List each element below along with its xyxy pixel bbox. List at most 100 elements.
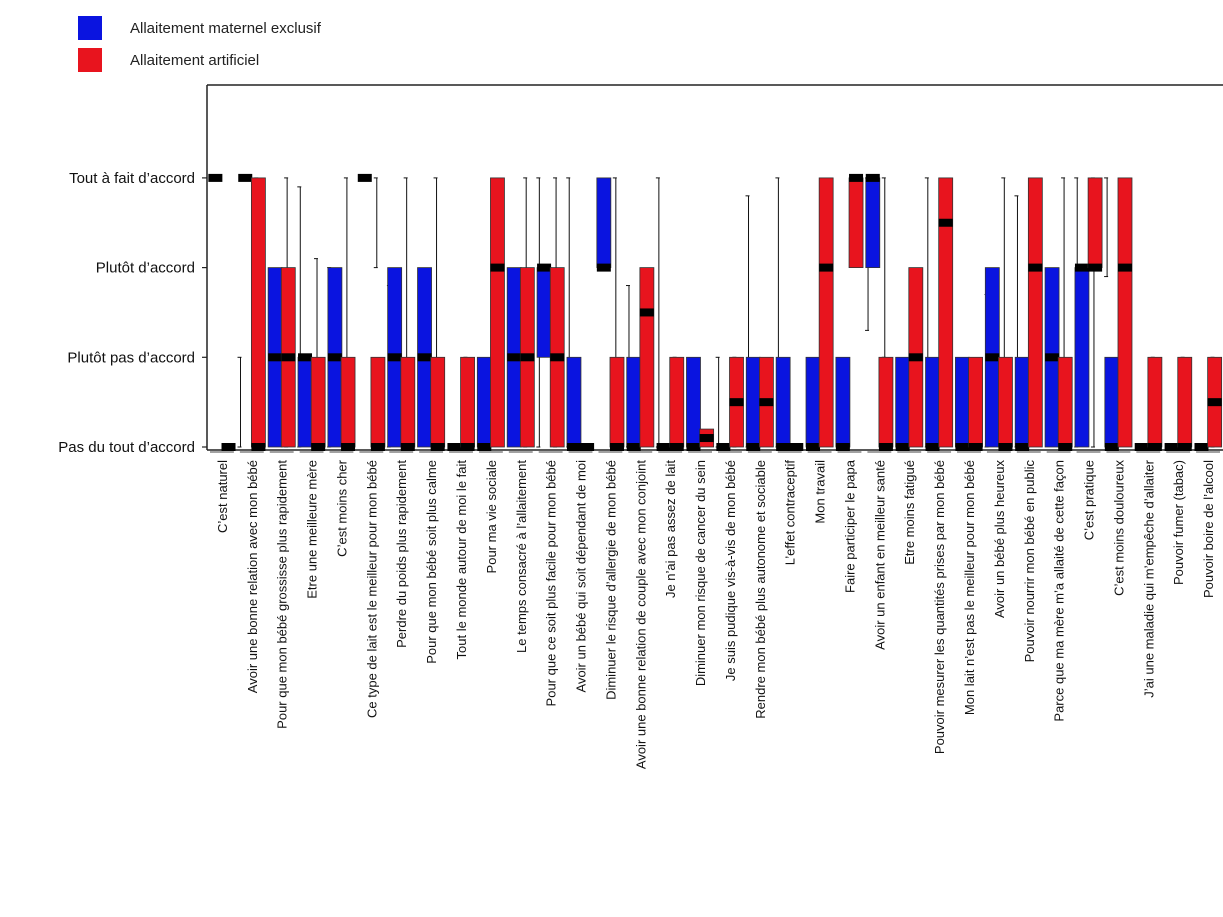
legend: Allaitement maternel exclusif Allaitemen… xyxy=(78,12,321,76)
exclusive-median xyxy=(208,173,223,182)
exclusive-median xyxy=(1045,353,1060,362)
exclusive-box xyxy=(596,177,612,268)
artificial-box xyxy=(1057,356,1073,448)
exclusive-box xyxy=(745,356,761,448)
exclusive-box xyxy=(686,356,701,448)
category-label: Etre une meilleure mère xyxy=(305,460,320,599)
artificial-median xyxy=(938,218,953,227)
artificial-median xyxy=(789,443,804,451)
exclusive-median xyxy=(357,173,372,182)
artificial-box xyxy=(639,267,655,448)
exclusive-box xyxy=(835,356,851,448)
artificial-median xyxy=(878,443,893,451)
artificial-median xyxy=(341,443,356,451)
category-label: Pouvoir nourrir mon bébé en public xyxy=(1022,460,1037,663)
category-label: Parce que ma mère m’a allaité de cette f… xyxy=(1052,460,1067,722)
category-label: Faire participer le papa xyxy=(842,459,857,593)
category-label: Pouvoir boire de l’alcool xyxy=(1201,460,1216,598)
exclusive-median xyxy=(1015,443,1030,451)
artificial-box xyxy=(340,356,356,448)
exclusive-median xyxy=(477,443,492,451)
exclusive-median xyxy=(716,443,731,451)
exclusive-median xyxy=(387,353,402,362)
exclusive-median xyxy=(806,443,821,451)
y-tick-label: Tout à fait d’accord xyxy=(69,170,195,187)
artificial-median xyxy=(968,443,983,451)
exclusive-median xyxy=(746,443,761,451)
artificial-median xyxy=(849,173,864,182)
artificial-box xyxy=(1087,177,1103,268)
category-label: Je suis pudique vis-à-vis de mon bébé xyxy=(723,460,738,681)
category-label: J’ai une maladie qui m’empêche d’allaite… xyxy=(1141,459,1156,697)
y-tick-label: Pas du tout d’accord xyxy=(58,439,195,456)
artificial-box xyxy=(848,177,864,268)
exclusive-box xyxy=(297,356,313,448)
exclusive-median xyxy=(596,263,611,272)
artificial-median xyxy=(251,443,266,451)
artificial-median xyxy=(639,308,654,317)
category-label: C’est moins douloureux xyxy=(1111,460,1126,596)
artificial-box xyxy=(490,177,505,448)
exclusive-box xyxy=(626,356,642,448)
exclusive-box xyxy=(476,356,492,448)
category-label: Ce type de lait est le meilleur pour mon… xyxy=(364,460,379,718)
category-label: Le temps consacré à l’allaitement xyxy=(514,460,529,653)
exclusive-box xyxy=(955,356,970,448)
legend-item-artificial: Allaitement artificiel xyxy=(78,44,321,76)
category-label: Avoir un bébé qui soit dépendant de moi xyxy=(574,460,589,693)
category-label: Mon travail xyxy=(813,460,828,524)
artificial-median xyxy=(370,443,385,451)
exclusive-median xyxy=(626,443,641,451)
artificial-box xyxy=(1147,356,1163,448)
artificial-median xyxy=(1058,443,1073,451)
artificial-box xyxy=(250,177,266,448)
category-label: Je n’ai pas assez de lait xyxy=(663,460,678,598)
artificial-median xyxy=(580,443,595,451)
category-label: Pour que mon bébé soit plus calme xyxy=(424,460,439,664)
category-label: Avoir un bébé plus heureux xyxy=(992,460,1007,619)
category-label: Mon lait n’est pas le meilleur pour mon … xyxy=(962,460,977,715)
artificial-box xyxy=(430,356,446,448)
artificial-median xyxy=(550,353,565,362)
category-label: Perdre du poids plus rapidement xyxy=(394,460,409,648)
artificial-box xyxy=(1027,177,1043,448)
artificial-box xyxy=(1177,356,1193,448)
category-label: C’est moins cher xyxy=(334,459,349,556)
artificial-median xyxy=(520,353,535,362)
artificial-median xyxy=(311,443,326,451)
exclusive-median xyxy=(298,353,313,362)
artificial-median xyxy=(1028,263,1043,272)
y-tick-label: Plutôt d’accord xyxy=(96,260,195,277)
exclusive-median xyxy=(537,263,552,272)
artificial-box xyxy=(669,356,685,448)
exclusive-median xyxy=(238,173,253,182)
exclusive-median xyxy=(895,443,910,451)
exclusive-median xyxy=(507,353,522,362)
exclusive-median xyxy=(327,353,342,362)
exclusive-median xyxy=(1074,263,1089,272)
exclusive-median xyxy=(686,443,701,451)
category-label: C’est pratique xyxy=(1082,460,1097,540)
category-label: L’effet contraceptif xyxy=(783,460,798,566)
artificial-median xyxy=(490,263,505,272)
exclusive-median xyxy=(776,443,791,451)
category-label: Avoir une bonne relation avec mon bébé xyxy=(245,460,260,693)
artificial-median xyxy=(430,443,445,451)
category-label: Tout le monde autour de moi le fait xyxy=(454,460,469,660)
exclusive-median xyxy=(656,443,671,451)
exclusive-median xyxy=(1104,443,1119,451)
category-label: Diminuer le risque d’allergie de mon béb… xyxy=(603,460,618,700)
artificial-median xyxy=(221,443,236,451)
exclusive-median xyxy=(447,443,462,451)
artificial-box xyxy=(938,177,954,448)
exclusive-box xyxy=(566,356,582,448)
artificial-median xyxy=(998,443,1013,451)
artificial-median xyxy=(759,398,774,407)
exclusive-median xyxy=(985,353,1000,362)
category-label: Rendre mon bébé plus autonome et sociabl… xyxy=(753,460,768,719)
category-label: Pour ma vie sociale xyxy=(484,460,499,573)
artificial-box xyxy=(609,356,625,448)
category-label: C’est naturel xyxy=(215,460,230,533)
category-label: Avoir une bonne relation de couple avec … xyxy=(633,460,648,769)
